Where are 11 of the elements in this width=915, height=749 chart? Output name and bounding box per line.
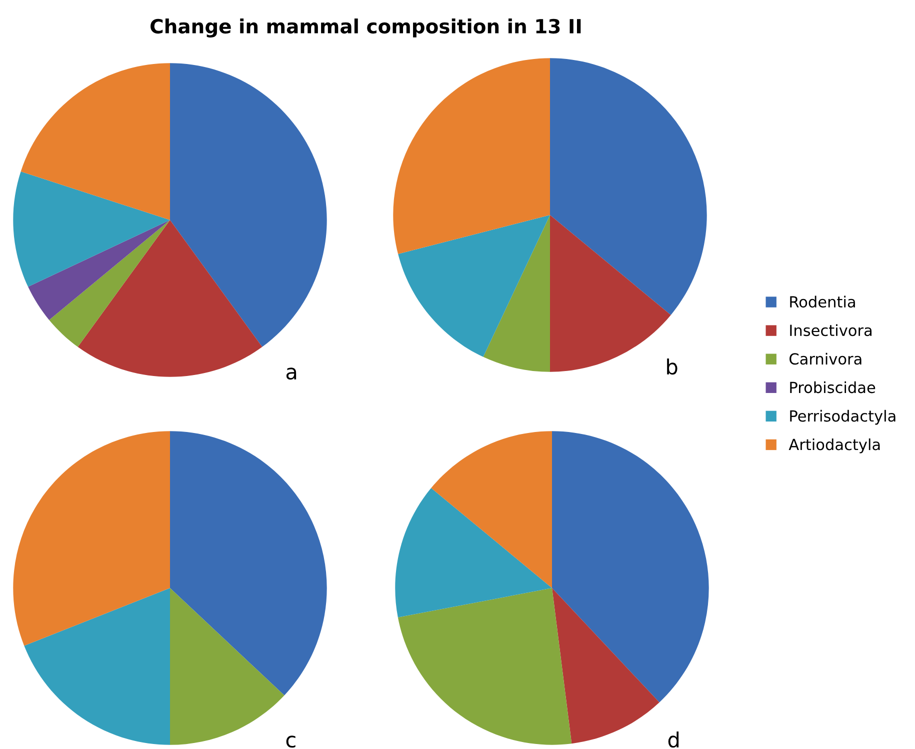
legend-label: Insectivora — [790, 324, 872, 336]
chart-title: Change in mammal composition in 13 II — [150, 18, 581, 38]
text: a — [286, 368, 296, 380]
text: d — [668, 732, 679, 748]
text: b — [667, 358, 678, 375]
legend-label: Rodentia — [790, 296, 855, 308]
legend-label: Probiscidae — [790, 381, 876, 394]
legend-label: Perrisodactyla — [790, 410, 896, 425]
legend-label: Carnivora — [790, 352, 862, 365]
text: c — [286, 736, 296, 748]
legend-label: Artiodactyla — [788, 438, 880, 454]
